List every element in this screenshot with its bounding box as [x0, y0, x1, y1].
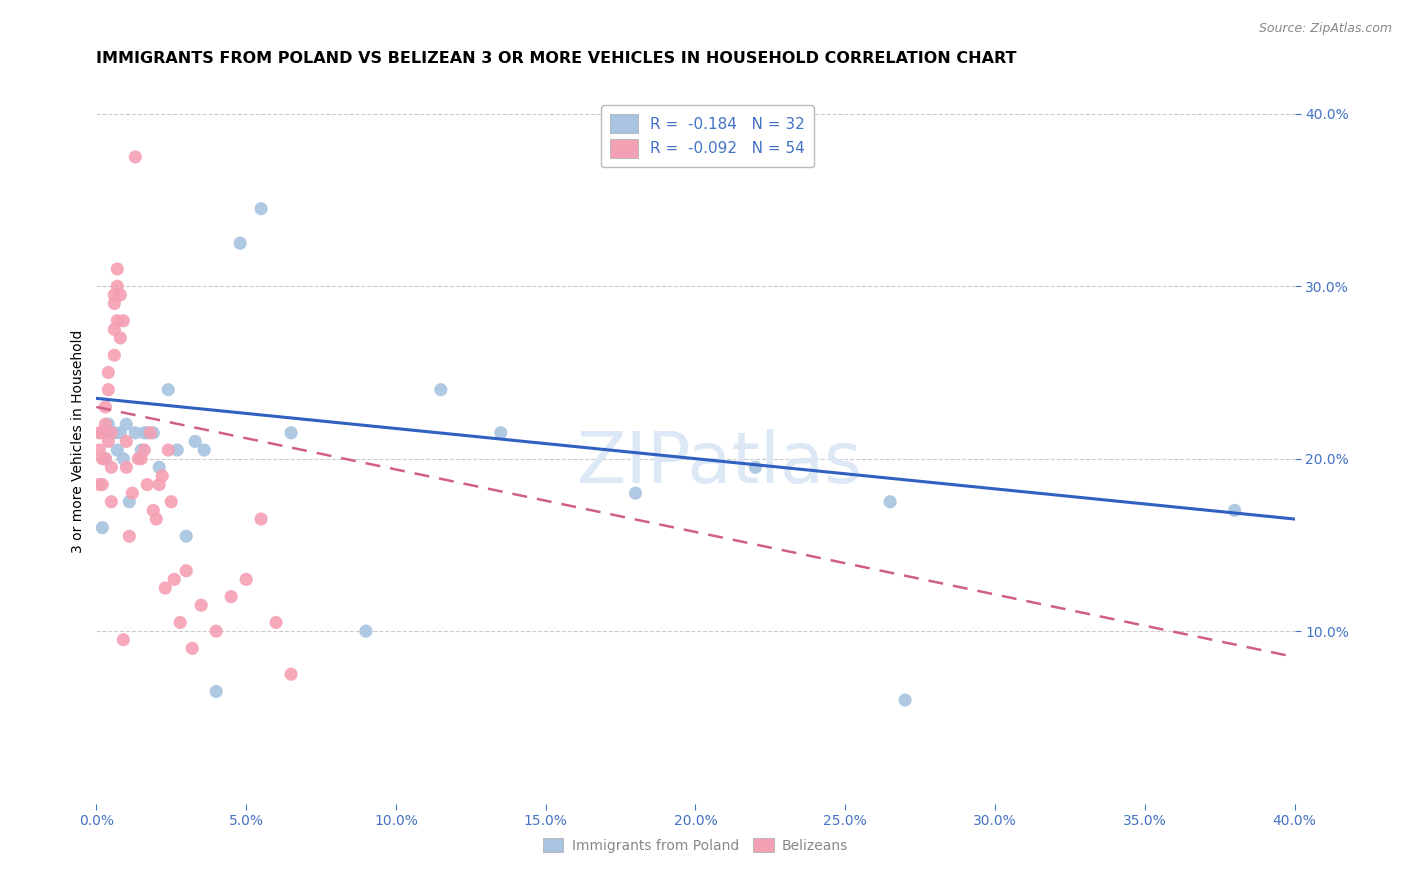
Point — [264, 615, 287, 630]
Point — [115, 460, 138, 475]
Point — [280, 667, 302, 681]
Point — [103, 425, 125, 440]
Point — [105, 314, 128, 328]
Point — [118, 529, 141, 543]
Point — [430, 383, 453, 397]
Point — [100, 425, 122, 440]
Point — [91, 425, 114, 440]
Point — [280, 425, 302, 440]
Point — [110, 331, 132, 345]
Point — [250, 202, 273, 216]
Point — [112, 451, 135, 466]
Point — [190, 599, 212, 613]
Point — [118, 495, 141, 509]
Point — [91, 451, 114, 466]
Point — [219, 590, 242, 604]
Point — [1223, 503, 1246, 517]
Point — [112, 632, 135, 647]
Point — [148, 460, 170, 475]
Point — [110, 425, 132, 440]
Point — [157, 443, 180, 458]
Point — [136, 425, 159, 440]
Point — [142, 425, 165, 440]
Point — [103, 296, 125, 310]
Point — [105, 262, 128, 277]
Point — [105, 443, 128, 458]
Point — [148, 477, 170, 491]
Point — [181, 641, 204, 656]
Point — [250, 512, 273, 526]
Point — [89, 443, 111, 458]
Point — [89, 477, 111, 491]
Point — [127, 451, 149, 466]
Point — [489, 425, 512, 440]
Point — [134, 443, 156, 458]
Point — [94, 417, 117, 432]
Point — [103, 322, 125, 336]
Point — [97, 434, 120, 449]
Point — [94, 400, 117, 414]
Point — [174, 529, 197, 543]
Point — [124, 425, 146, 440]
Point — [166, 443, 188, 458]
Point — [129, 443, 152, 458]
Point — [103, 348, 125, 362]
Point — [150, 469, 173, 483]
Point — [879, 495, 901, 509]
Point — [160, 495, 183, 509]
Point — [89, 425, 111, 440]
Point — [94, 451, 117, 466]
Y-axis label: 3 or more Vehicles in Household: 3 or more Vehicles in Household — [72, 330, 86, 553]
Point — [134, 425, 156, 440]
Point — [142, 503, 165, 517]
Point — [115, 434, 138, 449]
Point — [174, 564, 197, 578]
Point — [184, 434, 207, 449]
Text: Source: ZipAtlas.com: Source: ZipAtlas.com — [1258, 22, 1392, 36]
Point — [136, 477, 159, 491]
Text: ZIPatlas: ZIPatlas — [576, 429, 862, 498]
Point — [97, 383, 120, 397]
Point — [157, 383, 180, 397]
Point — [139, 425, 162, 440]
Point — [163, 573, 186, 587]
Point — [97, 366, 120, 380]
Point — [97, 417, 120, 432]
Point — [110, 288, 132, 302]
Point — [115, 417, 138, 432]
Point — [744, 460, 766, 475]
Legend: Immigrants from Poland, Belizeans: Immigrants from Poland, Belizeans — [537, 832, 853, 858]
Point — [91, 477, 114, 491]
Point — [124, 150, 146, 164]
Point — [94, 451, 117, 466]
Point — [100, 495, 122, 509]
Point — [105, 279, 128, 293]
Point — [91, 521, 114, 535]
Point — [894, 693, 917, 707]
Point — [155, 581, 177, 595]
Point — [624, 486, 647, 500]
Point — [205, 624, 228, 639]
Point — [229, 236, 252, 251]
Point — [121, 486, 143, 500]
Point — [354, 624, 377, 639]
Point — [193, 443, 215, 458]
Point — [103, 288, 125, 302]
Point — [100, 460, 122, 475]
Point — [112, 314, 135, 328]
Point — [145, 512, 167, 526]
Point — [129, 451, 152, 466]
Point — [205, 684, 228, 698]
Text: IMMIGRANTS FROM POLAND VS BELIZEAN 3 OR MORE VEHICLES IN HOUSEHOLD CORRELATION C: IMMIGRANTS FROM POLAND VS BELIZEAN 3 OR … — [97, 51, 1017, 66]
Point — [235, 573, 257, 587]
Point — [169, 615, 191, 630]
